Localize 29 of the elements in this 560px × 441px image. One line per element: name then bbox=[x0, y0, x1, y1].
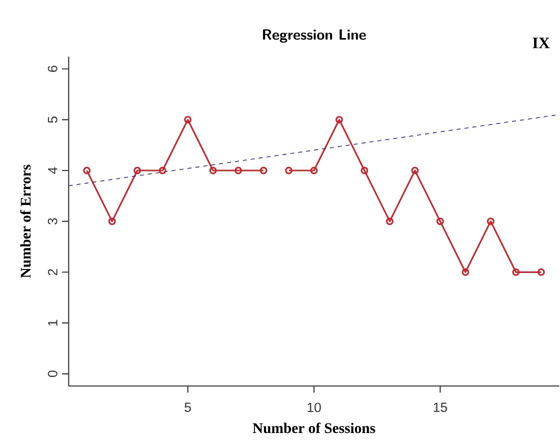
y-tick-label: 4 bbox=[48, 167, 58, 174]
point bbox=[360, 166, 368, 174]
point bbox=[184, 116, 192, 124]
y-tick-label: 2 bbox=[48, 269, 58, 276]
point bbox=[134, 166, 142, 174]
text: IX bbox=[532, 38, 550, 48]
point bbox=[436, 218, 444, 226]
y-axis-title: Number of Errors bbox=[20, 164, 31, 278]
point bbox=[486, 218, 494, 226]
y-tick-label: 6 bbox=[48, 66, 58, 72]
y-tick-label: 3 bbox=[48, 218, 58, 225]
x-tick-label: 5 bbox=[184, 402, 191, 412]
point bbox=[209, 166, 217, 174]
chart-title: Regression Line bbox=[263, 29, 366, 43]
y-tick-label: 0 bbox=[48, 370, 58, 377]
x-tick-label: 10 bbox=[308, 402, 321, 412]
y-tick-label: 5 bbox=[48, 116, 58, 123]
y-tick-label: 1 bbox=[48, 320, 58, 326]
point bbox=[234, 166, 242, 174]
point bbox=[310, 166, 318, 174]
point bbox=[108, 218, 116, 226]
point bbox=[462, 268, 470, 276]
point bbox=[411, 166, 419, 174]
point bbox=[512, 268, 520, 276]
point bbox=[336, 116, 343, 124]
point bbox=[386, 218, 394, 226]
x-tick-label: 15 bbox=[434, 402, 448, 412]
point bbox=[158, 166, 166, 174]
x-axis-title: Number of Sessions bbox=[252, 422, 376, 434]
